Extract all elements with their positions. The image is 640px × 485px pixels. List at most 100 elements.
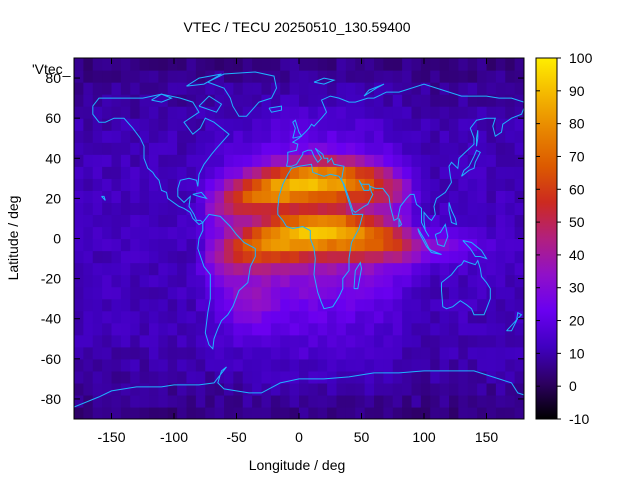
- heatmap-cell: [458, 70, 469, 83]
- heatmap-cell: [214, 382, 225, 396]
- heatmap-cell: [120, 214, 131, 228]
- heatmap-cell: [280, 82, 291, 95]
- heatmap-cell: [270, 118, 281, 131]
- heatmap-cell: [111, 166, 122, 179]
- heatmap-cell: [402, 370, 413, 384]
- heatmap-cell: [177, 166, 188, 179]
- heatmap-cell: [420, 118, 431, 131]
- heatmap-cell: [224, 142, 234, 155]
- x-tick-label: -100: [160, 429, 188, 445]
- heatmap-cell: [458, 406, 469, 419]
- heatmap-cell: [149, 358, 159, 372]
- heatmap-cell: [224, 358, 234, 372]
- heatmap-cell: [308, 178, 319, 191]
- heatmap-cell: [430, 214, 441, 228]
- heatmap-cell: [158, 166, 169, 179]
- heatmap-cell: [449, 70, 459, 83]
- heatmap-cell: [467, 82, 478, 95]
- heatmap-cell: [102, 310, 113, 324]
- heatmap-cell: [392, 70, 403, 83]
- heatmap-cell: [195, 178, 206, 191]
- heatmap-cell: [317, 310, 328, 324]
- heatmap-cell: [102, 238, 113, 252]
- heatmap-cell: [411, 154, 422, 167]
- heatmap-cell: [495, 394, 506, 408]
- y-tick-label: -80: [41, 391, 61, 407]
- heatmap-cell: [102, 166, 113, 179]
- heatmap-cell: [177, 334, 188, 348]
- heatmap-cell: [477, 346, 488, 360]
- heatmap-cell: [242, 214, 253, 228]
- heatmap-cell: [299, 190, 309, 203]
- heatmap-cell: [83, 334, 94, 348]
- heatmap-cell: [242, 406, 253, 419]
- heatmap-cell: [364, 358, 375, 372]
- heatmap-cell: [458, 106, 469, 119]
- heatmap-cell: [261, 142, 272, 155]
- heatmap-cell: [224, 106, 234, 119]
- heatmap-cell: [158, 322, 169, 336]
- heatmap-cell: [289, 130, 300, 143]
- heatmap-cell: [449, 358, 459, 372]
- heatmap-cell: [158, 118, 169, 131]
- heatmap-cell: [270, 394, 281, 408]
- heatmap-cell: [495, 274, 506, 288]
- heatmap-cell: [224, 286, 234, 300]
- heatmap-cell: [402, 250, 413, 264]
- heatmap-cell: [364, 406, 375, 419]
- heatmap-cell: [327, 106, 338, 119]
- heatmap-cell: [364, 106, 375, 119]
- heatmap-cell: [270, 262, 281, 276]
- heatmap-cell: [420, 358, 431, 372]
- heatmap-cell: [467, 274, 478, 288]
- heatmap-cell: [195, 394, 206, 408]
- heatmap-cell: [345, 274, 356, 288]
- heatmap-cell: [149, 238, 159, 252]
- heatmap-cell: [477, 358, 488, 372]
- coastline-philippines: [448, 202, 458, 226]
- heatmap-cell: [74, 166, 84, 179]
- heatmap-cell: [355, 358, 366, 372]
- heatmap-cell: [214, 202, 225, 216]
- heatmap-cell: [495, 382, 506, 396]
- heatmap-cell: [92, 274, 103, 288]
- heatmap-cell: [345, 82, 356, 95]
- heatmap-cell: [102, 394, 113, 408]
- heatmap-cell: [345, 142, 356, 155]
- heatmap-cell: [420, 70, 431, 83]
- heatmap-cell: [111, 70, 122, 83]
- heatmap-cell: [505, 190, 516, 203]
- heatmap-cell: [327, 142, 338, 155]
- heatmap-cell: [336, 322, 347, 336]
- heatmap-cell: [252, 382, 263, 396]
- heatmap-cell: [392, 322, 403, 336]
- heatmap-cell: [364, 214, 375, 228]
- heatmap-cell: [270, 70, 281, 83]
- heatmap-cell: [270, 238, 281, 252]
- heatmap-cell: [289, 310, 300, 324]
- heatmap-cell: [514, 166, 524, 179]
- heatmap-cell: [224, 58, 234, 71]
- heatmap-cell: [514, 142, 524, 155]
- heatmap-cell: [439, 286, 450, 300]
- heatmap-cell: [252, 262, 263, 276]
- key-label: 'Vtec_: [32, 61, 71, 77]
- heatmap-cell: [411, 334, 422, 348]
- heatmap-cell: [420, 190, 431, 203]
- heatmap-cell: [317, 106, 328, 119]
- heatmap-cell: [374, 346, 384, 360]
- coastline-greenland: [207, 71, 278, 117]
- heatmap-cell: [130, 334, 141, 348]
- heatmap-cell: [308, 334, 319, 348]
- heatmap-cell: [336, 310, 347, 324]
- heatmap-cell: [139, 358, 150, 372]
- heatmap-cell: [317, 238, 328, 252]
- heatmap-cell: [92, 382, 103, 396]
- heatmap-cell: [402, 118, 413, 131]
- heatmap-cell: [158, 130, 169, 143]
- heatmap-cell: [139, 226, 150, 240]
- heatmap-cell: [233, 298, 244, 312]
- heatmap-cell: [345, 310, 356, 324]
- heatmap-cell: [467, 346, 478, 360]
- heatmap-cell: [317, 118, 328, 131]
